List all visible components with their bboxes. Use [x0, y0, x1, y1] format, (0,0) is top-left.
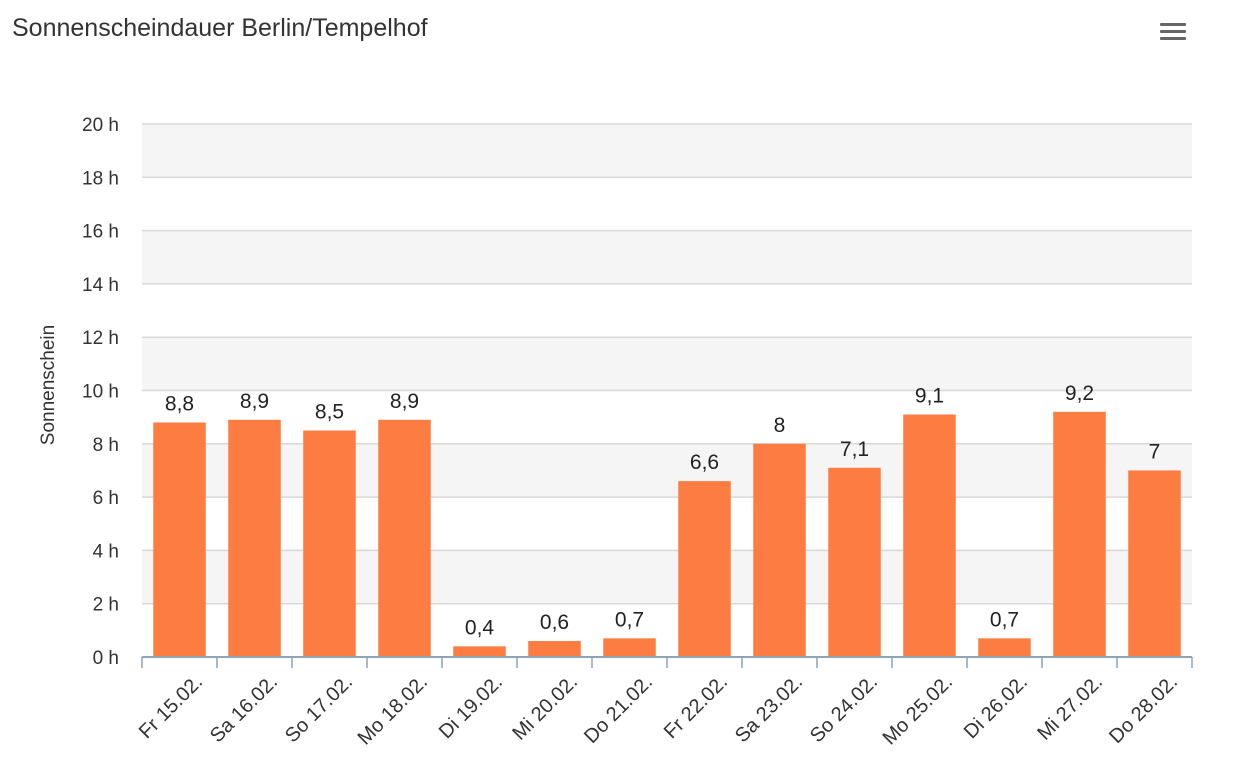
x-category-label: Sa 23.02.	[731, 671, 807, 747]
bar[interactable]	[1053, 411, 1106, 657]
data-label: 6,6	[690, 451, 719, 474]
y-tick-label: 18 h	[82, 168, 119, 189]
x-category-label: So 24.02.	[806, 671, 882, 747]
bar[interactable]	[153, 422, 206, 657]
data-label: 0,7	[615, 608, 644, 631]
data-label: 8	[774, 414, 786, 437]
bars	[153, 411, 1181, 657]
bar[interactable]	[753, 443, 806, 657]
x-category-label: Mo 18.02.	[354, 671, 432, 749]
bar[interactable]	[828, 467, 881, 657]
y-tick-label: 10 h	[82, 382, 119, 403]
plot-band	[142, 443, 1192, 498]
x-axis	[141, 656, 1193, 668]
bar[interactable]	[978, 638, 1031, 657]
bar[interactable]	[453, 646, 506, 657]
y-tick-label: 8 h	[93, 435, 119, 456]
x-category-label: Do 21.02.	[580, 671, 657, 748]
bar[interactable]	[1128, 470, 1181, 657]
data-label: 8,8	[165, 392, 194, 415]
data-label: 0,6	[540, 611, 569, 634]
y-tick-label: 12 h	[82, 328, 119, 349]
y-tick-label: 14 h	[82, 275, 119, 296]
x-category-label: Mi 27.02.	[1033, 671, 1107, 745]
x-category-label: Do 28.02.	[1105, 671, 1182, 748]
y-tick-label: 2 h	[93, 595, 119, 616]
bar[interactable]	[903, 414, 956, 657]
data-label: 7,1	[840, 438, 869, 461]
plot-band	[142, 124, 1192, 178]
data-label: 0,4	[465, 616, 495, 639]
plot-band	[142, 550, 1192, 604]
y-axis-ticks: 0 h 2 h 4 h 6 h 8 h 10 h 12 h 14 h 16 h 18 h 20 h	[82, 115, 119, 669]
bar[interactable]	[303, 430, 356, 657]
x-axis-labels: Fr 15.02.Sa 16.02.So 17.02.Mo 18.02. Di 1…	[135, 671, 1182, 749]
data-label: 7	[1149, 440, 1161, 463]
bar[interactable]	[528, 641, 581, 657]
data-label: 9,2	[1065, 382, 1094, 405]
y-tick-label: 20 h	[82, 115, 119, 136]
y-tick-label: 4 h	[93, 541, 119, 562]
plot-band	[142, 337, 1192, 391]
data-label: 9,1	[915, 384, 944, 407]
y-tick-label: 16 h	[82, 222, 119, 243]
x-category-label: Di 19.02.	[435, 671, 507, 743]
x-category-label: Mo 25.02.	[879, 671, 957, 749]
bar[interactable]	[228, 419, 281, 657]
plot-bands	[142, 124, 1192, 604]
x-category-label: Fr 15.02.	[135, 671, 207, 743]
x-category-label: Sa 16.02.	[206, 671, 282, 747]
x-category-label: Di 26.02.	[960, 671, 1032, 743]
bar[interactable]	[378, 419, 431, 657]
data-label: 8,5	[315, 400, 344, 423]
bar[interactable]	[678, 481, 731, 657]
data-label: 0,7	[990, 608, 1019, 631]
x-category-label: Fr 22.02.	[660, 671, 732, 743]
data-labels: 8,8 8,9 8,5 8,9 0,4 0,6 0,7 6,6 8 7,1 9,1 0,7 9,2 7	[165, 382, 1160, 640]
x-category-label: So 17.02.	[281, 671, 357, 747]
chart-title: Sonnenscheindauer Berlin/Tempelhof	[12, 14, 428, 42]
y-tick-label: 0 h	[93, 648, 119, 669]
bar[interactable]	[603, 638, 656, 657]
data-label: 8,9	[390, 390, 419, 413]
y-tick-label: 6 h	[93, 488, 119, 509]
chart-menu-button[interactable]	[1156, 20, 1190, 46]
hamburger-menu-icon	[1160, 23, 1186, 26]
y-axis-title: Sonnenschein	[38, 325, 59, 445]
x-category-label: Mi 20.02.	[508, 671, 582, 745]
plot-band	[142, 230, 1192, 284]
data-label: 8,9	[240, 390, 269, 413]
